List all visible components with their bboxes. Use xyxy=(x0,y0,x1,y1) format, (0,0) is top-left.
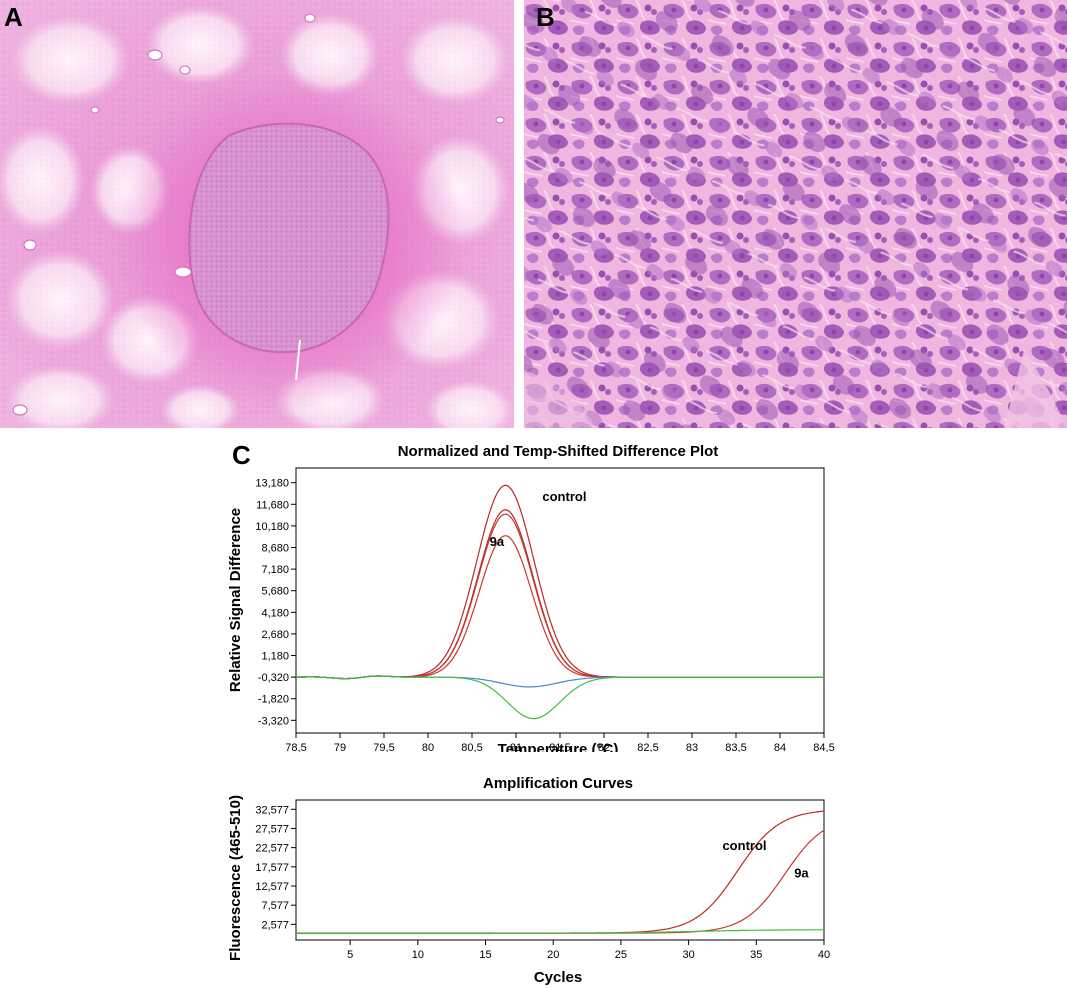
y-tick-label: 32,577 xyxy=(255,804,289,816)
amplification-y-axis-label: Fluorescence (465-510) xyxy=(227,795,244,961)
y-tick-label: 2,680 xyxy=(261,629,289,641)
y-tick-label: 7,577 xyxy=(261,900,289,912)
y-tick-label: -0,320 xyxy=(258,672,289,684)
histology-b-drawing xyxy=(524,0,1067,428)
difference-plot-x-ticks: 78,5 79 79,5 80 80,5 81 81,5 82 82,5 83 83,5 84 84,5 xyxy=(285,733,835,752)
difference-plot-frame xyxy=(295,467,825,734)
amplification-series xyxy=(296,810,825,935)
series-line-green_trace xyxy=(296,929,824,935)
series-line-green_trace xyxy=(296,675,824,720)
difference-plot-y-axis-label: Relative Signal Difference xyxy=(227,508,244,692)
difference-plot-y-ticks: 13,180 11,680 10,180 8,680 7,180 5,680 4,180 2,… xyxy=(255,478,296,727)
y-tick-label: 1,180 xyxy=(261,651,289,663)
amplification-title: Amplification Curves xyxy=(483,775,633,792)
x-tick-label: 82 xyxy=(598,742,610,752)
x-tick-label: 84,5 xyxy=(813,742,834,752)
x-tick-label: 79 xyxy=(334,742,346,752)
y-tick-label: 11,680 xyxy=(256,499,289,511)
panel-label-b: B xyxy=(536,2,555,32)
y-tick-label: 17,577 xyxy=(255,862,289,874)
x-tick-label: 84 xyxy=(774,742,786,752)
x-tick-label: 83 xyxy=(686,742,698,752)
y-tick-label: 5,680 xyxy=(261,586,289,598)
x-tick-label: 30 xyxy=(682,949,694,961)
y-tick-label: 10,180 xyxy=(255,521,289,533)
curve-annotation: control xyxy=(542,489,586,504)
x-tick-label: 5 xyxy=(347,949,353,961)
difference-plot-annotations: control 9a xyxy=(490,489,587,549)
amplification-x-axis-label: Cycles xyxy=(534,969,582,986)
panel-label-c: C xyxy=(232,440,251,470)
histology-a-drawing xyxy=(0,0,514,428)
x-tick-label: 15 xyxy=(479,949,491,961)
y-tick-label: 22,577 xyxy=(255,843,289,855)
y-tick-label: 7,180 xyxy=(261,564,289,576)
amplification-annotations: control 9a xyxy=(722,838,809,881)
y-tick-label: 27,577 xyxy=(255,823,289,835)
amplification-x-ticks: 5 10 15 20 25 30 35 40 xyxy=(347,940,830,961)
y-tick-label: -3,320 xyxy=(258,715,289,727)
x-tick-label: 80,5 xyxy=(461,742,482,752)
y-tick-label: 4,180 xyxy=(261,607,289,619)
y-tick-label: -1,820 xyxy=(258,694,289,706)
amplification-chart: Amplification Curves 32,577 27,577 22,577 1… xyxy=(227,775,830,986)
y-tick-label: 12,577 xyxy=(255,881,289,893)
curve-annotation: control xyxy=(722,838,766,853)
x-tick-label: 83,5 xyxy=(725,742,746,752)
panel-label-a: A xyxy=(4,2,23,32)
x-tick-label: 10 xyxy=(412,949,424,961)
x-tick-label: 82,5 xyxy=(637,742,658,752)
x-tick-label: 78,5 xyxy=(285,742,306,752)
x-tick-label: 35 xyxy=(750,949,762,961)
x-tick-label: 79,5 xyxy=(373,742,394,752)
histology-image-a xyxy=(0,0,514,428)
difference-plot-title: Normalized and Temp-Shifted Difference P… xyxy=(398,443,719,460)
vessel-lumens xyxy=(12,13,505,416)
amplification-frame xyxy=(295,799,825,941)
x-tick-label: 80 xyxy=(422,742,434,752)
histology-image-b xyxy=(524,0,1067,428)
y-tick-label: 2,577 xyxy=(261,919,289,931)
x-tick-label: 40 xyxy=(818,949,830,961)
curve-annotation: 9a xyxy=(794,865,809,880)
difference-plot-x-axis-label: Temperature (°C) xyxy=(498,741,619,752)
x-tick-label: 81,5 xyxy=(549,742,570,752)
x-tick-label: 25 xyxy=(615,949,627,961)
difference-plot-series xyxy=(296,484,824,720)
amplification-y-ticks: 32,577 27,577 22,577 17,577 12,577 7,577 2,577 xyxy=(255,804,296,931)
x-tick-label: 81 xyxy=(510,742,522,752)
x-tick-label: 20 xyxy=(547,949,559,961)
y-tick-label: 8,680 xyxy=(261,543,289,555)
y-tick-label: 13,180 xyxy=(255,478,289,490)
curve-annotation: 9a xyxy=(490,534,505,549)
tumor-nodule xyxy=(188,122,390,354)
difference-plot-chart: Normalized and Temp-Shifted Difference P… xyxy=(227,443,835,752)
